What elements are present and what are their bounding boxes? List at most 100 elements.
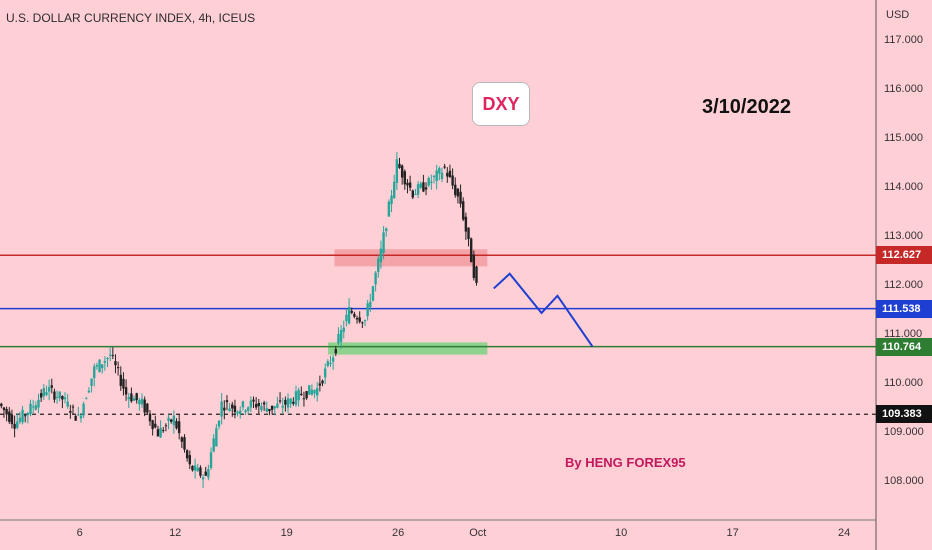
candle-body <box>302 398 306 400</box>
candle-body <box>225 400 229 403</box>
y-tick-label: 112.000 <box>884 279 923 291</box>
candle-body <box>34 405 38 410</box>
candle-body <box>183 437 186 450</box>
candle-body <box>79 415 83 419</box>
candle-body <box>10 414 14 425</box>
x-tick-label: 12 <box>169 527 182 539</box>
candle-body <box>93 366 96 379</box>
candle-body <box>424 187 428 190</box>
candle-body <box>347 306 351 324</box>
candle-body <box>475 266 478 283</box>
candle-body <box>140 398 144 405</box>
candle-body <box>154 423 157 428</box>
candle-body <box>201 477 205 480</box>
y-tick-label: 117.000 <box>884 34 923 46</box>
candle-body <box>334 349 337 354</box>
candle-body <box>29 403 32 415</box>
candle-body <box>90 378 93 386</box>
candle-body <box>231 404 234 409</box>
candle-body <box>278 400 282 402</box>
candle-body <box>262 402 266 405</box>
candle-body <box>106 358 109 360</box>
candle-body <box>318 383 322 386</box>
price-badge: 110.764 <box>876 337 932 356</box>
candle-body <box>8 411 11 422</box>
candle-body <box>223 407 226 411</box>
candle-body <box>337 333 340 344</box>
candle-body <box>443 166 446 168</box>
candle-body <box>469 238 473 263</box>
candle-body <box>138 400 141 405</box>
candle-body <box>435 170 438 181</box>
candle-body <box>379 248 383 263</box>
candle-body <box>244 410 247 412</box>
candle-body <box>207 469 210 478</box>
y-tick-label: 109.000 <box>884 426 924 438</box>
candle-body <box>454 184 457 196</box>
x-tick-label: 19 <box>280 527 293 539</box>
candle-body <box>66 401 69 407</box>
candle-body <box>37 399 40 408</box>
author-label: By HENG FOREX95 <box>565 455 686 470</box>
candle-body <box>55 396 59 398</box>
y-tick-label: 108.000 <box>884 475 924 487</box>
candle-body <box>2 407 6 411</box>
candle-body <box>265 408 268 412</box>
candle-body <box>172 415 176 426</box>
candle-body <box>422 182 425 192</box>
candle-body <box>350 310 353 313</box>
candle-body <box>162 430 165 432</box>
candle-body <box>361 322 364 324</box>
candle-body <box>188 455 191 465</box>
candle-body <box>297 389 300 401</box>
candle-body <box>159 427 162 438</box>
candle-body <box>268 408 271 412</box>
candle-body <box>432 175 436 178</box>
price-badge: 111.538 <box>876 299 932 318</box>
candle-body <box>419 183 422 188</box>
x-tick-label: 10 <box>615 527 628 539</box>
candle-body <box>111 355 115 357</box>
candle-body <box>217 420 221 427</box>
candle-body <box>61 396 64 400</box>
candle-body <box>47 387 51 392</box>
candle-body <box>39 393 43 398</box>
candle-body <box>199 467 202 476</box>
candle-body <box>464 216 468 232</box>
candle-body <box>382 232 385 253</box>
candle-body <box>366 303 369 317</box>
candle-body <box>98 359 101 373</box>
candle-body <box>451 175 454 186</box>
candle-body <box>313 390 316 394</box>
x-tick-label: 26 <box>392 527 405 539</box>
candle-body <box>50 385 53 388</box>
candle-body <box>308 385 311 395</box>
candle-body <box>316 388 319 396</box>
candle-body <box>135 393 138 401</box>
candle-body <box>116 367 120 369</box>
candle-body <box>5 409 8 415</box>
candle-body <box>167 417 170 421</box>
candle-body <box>101 364 104 369</box>
candle-body <box>71 406 75 408</box>
price-badge: 109.383 <box>876 405 932 424</box>
candle-body <box>0 403 3 407</box>
candle-body <box>284 399 287 405</box>
y-tick-label: 116.000 <box>884 83 923 95</box>
candle-body <box>387 201 391 217</box>
candle-body <box>374 272 377 285</box>
candle-body <box>286 398 290 408</box>
x-tick-label: 6 <box>76 527 83 539</box>
candle-body <box>42 388 45 397</box>
candle-body <box>215 428 218 447</box>
candle-body <box>440 172 444 180</box>
candle-body <box>82 403 85 416</box>
candle-body <box>143 399 146 413</box>
candle-body <box>390 195 393 205</box>
candle-body <box>472 254 476 278</box>
candle-body <box>87 390 91 393</box>
candle-body <box>108 354 112 356</box>
candle-body <box>247 407 250 411</box>
candle-body <box>321 380 324 384</box>
